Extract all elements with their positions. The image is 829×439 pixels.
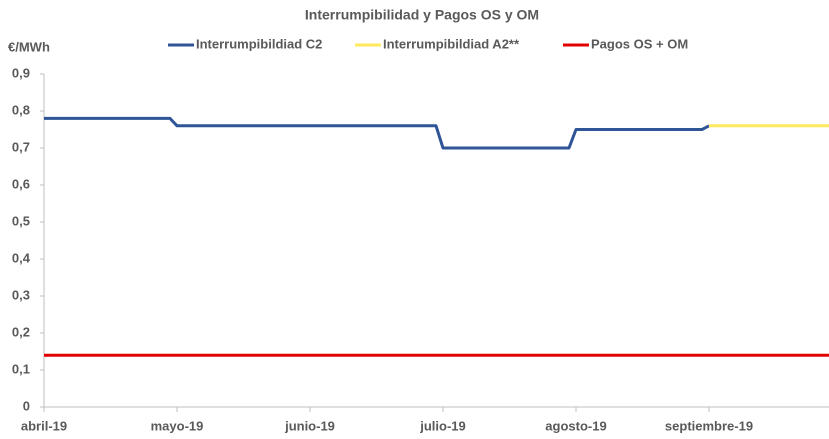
- legend-label: Pagos OS + OM: [591, 36, 688, 51]
- y-tick-label: 0,3: [12, 287, 30, 302]
- x-tick-label: junio-19: [284, 418, 335, 433]
- x-tick-label: agosto-19: [545, 418, 606, 433]
- legend-label: Interrumpibildiad C2: [196, 36, 322, 51]
- legend-label: Interrumpibildiad A2**: [383, 36, 520, 51]
- y-tick-label: 0,5: [12, 213, 30, 228]
- chart-title: Interrumpibilidad y Pagos OS y OM: [305, 7, 539, 23]
- y-tick-label: 0: [23, 398, 30, 413]
- y-tick-label: 0,6: [12, 176, 30, 191]
- y-tick-label: 0,7: [12, 139, 30, 154]
- y-tick-label: 0,8: [12, 102, 30, 117]
- x-tick-label: septiembre-19: [665, 418, 753, 433]
- y-tick-label: 0,9: [12, 65, 30, 80]
- y-tick-label: 0,2: [12, 324, 30, 339]
- series-line: [44, 116, 710, 150]
- x-tick-label: mayo-19: [151, 418, 204, 433]
- x-tick-label: julio-19: [419, 418, 466, 433]
- x-tick-label: abril-19: [21, 418, 67, 433]
- y-tick-label: 0,1: [12, 361, 30, 376]
- y-axis-label: €/MWh: [8, 39, 50, 54]
- y-tick-label: 0,4: [12, 250, 31, 265]
